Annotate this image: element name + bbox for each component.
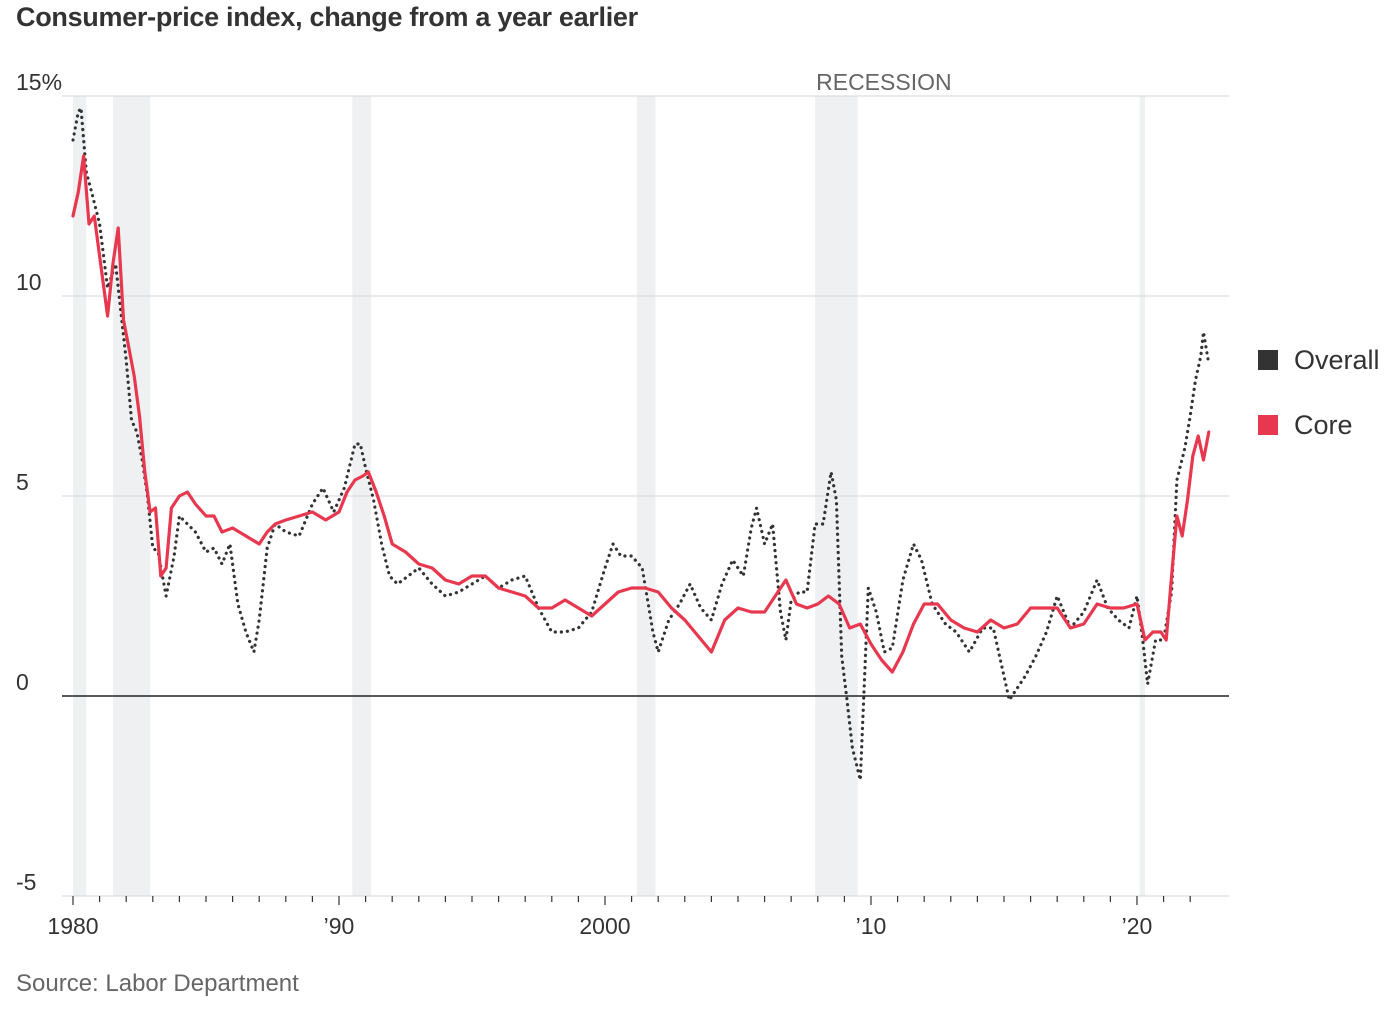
- x-tick-label: 1980: [47, 913, 98, 939]
- source-note: Source: Labor Department: [16, 970, 299, 997]
- series-lines: [71, 106, 1211, 782]
- y-tick-label: -5: [16, 869, 36, 895]
- y-tick-label: 15%: [16, 69, 62, 95]
- y-tick-label: 5: [16, 469, 29, 495]
- y-tick-label: 10: [16, 269, 42, 295]
- gridlines: 15% 10 5 0 -5: [16, 69, 1229, 897]
- legend-item-overall: Overall: [1258, 340, 1380, 380]
- legend: Overall Core: [1258, 340, 1380, 470]
- x-tick-label: ’90: [324, 913, 355, 939]
- recession-label: RECESSION: [816, 69, 951, 95]
- x-tick-label: ’10: [856, 913, 887, 939]
- legend-label-core: Core: [1294, 409, 1353, 440]
- legend-swatch-core: [1258, 415, 1278, 435]
- legend-swatch-overall: [1258, 350, 1278, 370]
- series-line-core: [71, 154, 1211, 674]
- x-tick-label: 2000: [579, 913, 630, 939]
- legend-item-core: Core: [1258, 405, 1380, 445]
- recession-bands: RECESSION: [73, 69, 1145, 896]
- chart-title: Consumer-price index, change from a year…: [16, 2, 638, 32]
- legend-label-overall: Overall: [1294, 344, 1380, 375]
- x-tick-label: ’20: [1122, 913, 1153, 939]
- axes: 1980 ’90 2000 ’10 ’20: [47, 896, 1191, 939]
- y-tick-label: 0: [16, 669, 29, 695]
- series-line-overall: [71, 106, 1211, 782]
